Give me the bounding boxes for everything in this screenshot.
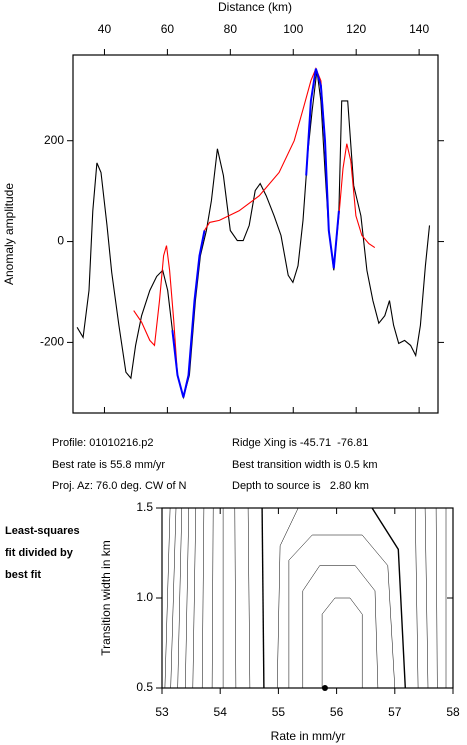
contour-line	[261, 507, 265, 689]
contour-line	[192, 507, 197, 689]
y-tick-label: 1.5	[136, 500, 153, 514]
x-tick-label: 60	[161, 22, 175, 36]
line	[76, 70, 431, 400]
y-tick-label: 1.0	[136, 590, 153, 604]
y-axis-title: Transition width in km	[99, 540, 113, 656]
annotation: Least-squares	[5, 525, 80, 537]
annotation: Proj. Az: 76.0 deg. CW of N	[52, 480, 187, 492]
plot-frame	[72, 54, 439, 414]
x-tick-label: 80	[224, 22, 238, 36]
contour-line	[424, 507, 429, 689]
contour-line	[211, 507, 214, 689]
y-tick-label: 0.5	[136, 680, 153, 694]
contour-line	[201, 507, 205, 689]
contour-line	[276, 507, 299, 689]
contour-line	[234, 507, 237, 689]
x-axis-title: Distance (km)	[218, 0, 292, 14]
contour-line	[435, 507, 438, 689]
plot-frame	[161, 507, 454, 689]
y-tick-label: 0	[57, 234, 64, 248]
x-tick-label: 100	[283, 22, 303, 36]
x-tick-label: 58	[446, 705, 460, 719]
x-tick-label: 55	[272, 705, 286, 719]
contour-line	[302, 565, 379, 689]
contour-line	[321, 597, 363, 688]
annotation: Depth to source is 2.80 km	[232, 480, 369, 492]
y-axis-title: Anomaly amplitude	[2, 183, 16, 285]
y-tick-label: 200	[44, 133, 64, 147]
annotation: best fit	[5, 569, 41, 581]
x-tick-label: 120	[346, 22, 366, 36]
annotation: Profile: 01010216.p2	[52, 437, 154, 449]
annotation: Best rate is 55.8 mm/yr	[52, 459, 165, 471]
line	[171, 68, 340, 398]
x-tick-label: 40	[98, 22, 112, 36]
x-tick-label: 54	[214, 705, 228, 719]
x-tick-label: 53	[155, 705, 169, 719]
contour-line	[414, 507, 419, 689]
annotation: fit divided by	[5, 547, 74, 559]
contour-line	[185, 507, 190, 689]
line	[133, 67, 376, 398]
x-tick-label: 140	[409, 22, 429, 36]
contour-line	[170, 507, 177, 689]
y-tick-label: -200	[40, 335, 64, 349]
annotation: Best transition width is 0.5 km	[232, 459, 378, 471]
contour-line	[164, 507, 171, 689]
x-axis-title: Rate in mm/yr	[271, 729, 346, 743]
contour-line	[177, 507, 183, 689]
contour-line	[247, 507, 251, 689]
annotation: Ridge Xing is -45.71 -76.81	[232, 437, 368, 449]
contour-line	[371, 507, 406, 689]
contour-line	[288, 534, 396, 689]
x-tick-label: 57	[388, 705, 402, 719]
x-tick-label: 56	[330, 705, 344, 719]
